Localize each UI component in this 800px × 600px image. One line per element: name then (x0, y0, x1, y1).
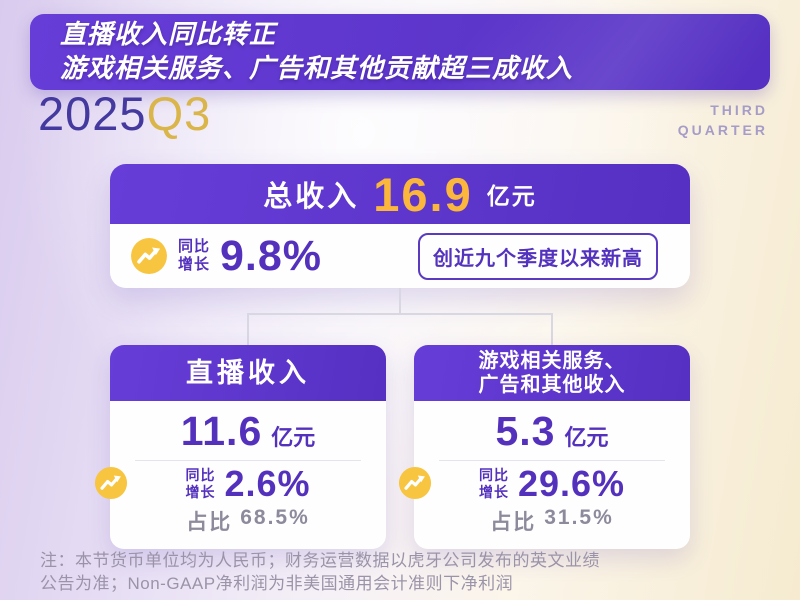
segment-divider (438, 460, 666, 462)
segment-share-label: 占比 (490, 511, 537, 535)
segment-yoy-label-top: 同比 (478, 467, 509, 484)
segment-value: 11.6 (180, 408, 263, 454)
segment-card-body: 11.6 亿元 同比 增长 2.6% 占比 68.5% (110, 401, 386, 550)
connector-vertical-left (247, 313, 249, 345)
footnote-line2: 公告为准；Non-GAAP净利润为非美国通用会计准则下净利润 (40, 573, 514, 593)
period-label: 2025Q3 (38, 90, 211, 137)
segment-value-row: 11.6 亿元 (180, 408, 316, 454)
segment-card-header: 直播收入 (110, 345, 386, 401)
segment-yoy-value: 29.6% (517, 463, 626, 505)
connector-vertical-top (399, 288, 401, 313)
segment-yoy-label: 同比 增长 (479, 467, 509, 501)
period-english-label: THIRD QUARTER (678, 100, 768, 141)
segment-share-value: 68.5% (240, 506, 310, 530)
connector-vertical-right (551, 313, 553, 345)
period-en-line1: THIRD (710, 102, 768, 118)
header-banner: 直播收入同比转正 游戏相关服务、广告和其他贡献超三成收入 (30, 14, 770, 90)
record-high-badge: 创近九个季度以来新高 (418, 232, 658, 280)
total-yoy-label: 同比 增长 (178, 238, 210, 274)
growth-trend-icon (94, 466, 128, 500)
connector-horizontal (247, 313, 553, 315)
footnote: 注：本节货币单位均为人民币；财务运营数据以虎牙公司发布的英文业绩 公告为准；No… (40, 550, 600, 596)
total-revenue-value: 16.9 (373, 167, 473, 221)
total-revenue-unit: 亿元 (486, 183, 537, 209)
segment-yoy-label-bottom: 增长 (185, 484, 216, 501)
segment-share: 占比 68.5% (186, 506, 310, 536)
total-yoy-label-top: 同比 (178, 238, 211, 255)
total-revenue-label: 总收入 (263, 181, 360, 213)
segment-yoy-row: 同比 增长 2.6% (185, 466, 310, 502)
growth-trend-icon (398, 466, 432, 500)
growth-trend-icon (131, 238, 167, 274)
segment-share: 占比 31.5% (490, 506, 614, 536)
total-revenue-card-body: 同比 增长 9.8% 创近九个季度以来新高 (110, 224, 690, 288)
segment-unit: 亿元 (271, 425, 316, 450)
banner-title-line1: 直播收入同比转正 (60, 19, 277, 50)
segment-card-header: 游戏相关服务、 广告和其他收入 (414, 345, 690, 401)
total-revenue-card-header: 总收入 16.9 亿元 (110, 164, 690, 224)
segment-title-line2: 广告和其他收入 (478, 374, 626, 396)
total-yoy-label-bottom: 增长 (178, 256, 211, 273)
segment-yoy-row: 同比 增长 29.6% (479, 466, 625, 502)
segment-value: 5.3 (495, 408, 556, 454)
segment-unit: 亿元 (564, 425, 609, 450)
period-en-line2: QUARTER (677, 122, 768, 139)
period-quarter: Q3 (146, 87, 212, 140)
segment-share-label: 占比 (186, 511, 233, 535)
segment-yoy-value: 2.6% (224, 463, 311, 505)
total-revenue-card: 总收入 16.9 亿元 同比 增长 9.8% 创近九个季度以来新高 (110, 164, 690, 288)
segment-yoy-label-bottom: 增长 (478, 484, 509, 501)
segment-yoy-label-top: 同比 (185, 467, 216, 484)
segment-value-row: 5.3 亿元 (495, 408, 609, 454)
segment-title-line1: 游戏相关服务、 (478, 350, 626, 372)
segment-card-game-ads-others: 游戏相关服务、 广告和其他收入 5.3 亿元 同比 增长 29.6% 占比 31… (398, 345, 690, 550)
segment-title: 直播收入 (186, 357, 310, 388)
period-year: 2025 (38, 87, 147, 140)
segment-divider (134, 460, 362, 462)
banner-title-line2: 游戏相关服务、广告和其他贡献超三成收入 (60, 53, 574, 83)
segment-card-live-streaming: 直播收入 11.6 亿元 同比 增长 2.6% 占比 68.5% (94, 345, 386, 550)
segment-card-body: 5.3 亿元 同比 增长 29.6% 占比 31.5% (414, 401, 690, 550)
total-yoy-value: 9.8% (220, 231, 323, 280)
segment-share-value: 31.5% (544, 506, 614, 530)
footnote-line1: 注：本节货币单位均为人民币；财务运营数据以虎牙公司发布的英文业绩 (40, 551, 600, 570)
segment-yoy-label: 同比 增长 (185, 467, 215, 501)
